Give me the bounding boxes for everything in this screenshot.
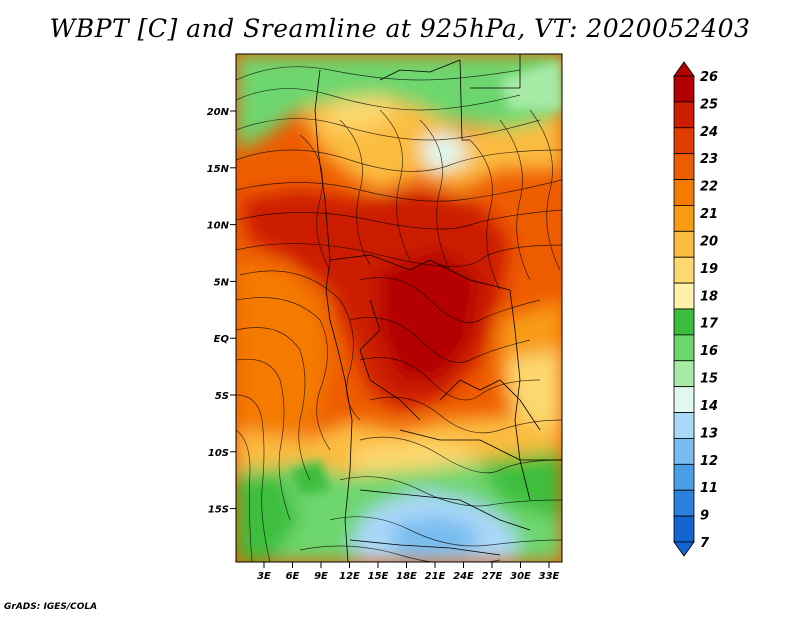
colorbar-segment — [673, 101, 695, 129]
colorbar-segment — [673, 205, 695, 232]
lat-tick-label: EQ — [214, 334, 230, 345]
colorbar-segment — [673, 75, 695, 103]
colorbar-segment — [673, 463, 695, 491]
colorbar-top-arrow — [673, 61, 695, 77]
lon-tick-label: 6E — [286, 571, 300, 582]
colorbar-label: 16 — [700, 344, 718, 359]
lon-tick-label: 9E — [314, 571, 328, 582]
colorbar-label: 7 — [700, 536, 710, 551]
colorbar-bottom-arrow — [673, 541, 695, 557]
longitude-axis: 3E 6E 9E 12E 15E 18E 21E 24E 27E 30E 33E — [257, 562, 560, 582]
colorbar-segment — [673, 308, 695, 336]
colorbar-segment — [673, 127, 695, 155]
lon-tick-label: 30E — [510, 571, 531, 582]
colorbar-segment — [673, 515, 695, 543]
colorbar-label: 14 — [700, 399, 718, 414]
map-frame — [235, 53, 563, 563]
colorbar-segment — [673, 230, 695, 258]
colorbar-label: 17 — [700, 317, 719, 332]
lon-tick-label: 27E — [482, 571, 503, 582]
lat-tick-label: 5N — [214, 277, 230, 288]
colorbar-segment — [673, 489, 695, 517]
wbpt-color-field — [236, 54, 562, 562]
colorbar-label: 22 — [700, 180, 718, 195]
colorbar-segment — [673, 438, 695, 465]
colorbar-label: 20 — [700, 234, 718, 249]
lon-tick-label: 21E — [425, 571, 446, 582]
lon-tick-label: 3E — [257, 571, 271, 582]
colorbar-label: 18 — [700, 289, 718, 304]
lon-tick-label: 12E — [339, 571, 360, 582]
footer-credit: GrADS: IGES/COLA — [4, 602, 98, 612]
colorbar-label: 24 — [700, 125, 718, 140]
colorbar-label: 12 — [700, 454, 718, 469]
colorbar-label: 13 — [700, 426, 718, 441]
lat-tick-label: 10S — [208, 448, 229, 459]
latitude-axis: 20N 15N 10N 5N EQ 5S 10S 15S — [207, 107, 236, 516]
colorbar-label: 26 — [700, 70, 718, 85]
lon-tick-label: 18E — [396, 571, 417, 582]
chart-title: WBPT [C] and Sreamline at 925hPa, VT: 20… — [49, 14, 751, 43]
colorbar-label: 15 — [700, 372, 718, 387]
colorbar-label: 23 — [700, 152, 718, 167]
colorbar-label: 11 — [700, 481, 718, 496]
colorbar-segment — [673, 386, 695, 413]
lat-tick-label: 10N — [207, 221, 230, 232]
colorbar-segment — [673, 360, 695, 388]
colorbar-segment — [673, 153, 695, 180]
colorbar-label: 21 — [700, 207, 718, 222]
lon-tick-label: 24E — [453, 571, 474, 582]
colorbar: 26 25 24 23 22 21 20 19 18 17 16 15 14 13 12 11 9 7 — [673, 61, 719, 557]
colorbar-label: 25 — [700, 97, 718, 112]
lat-tick-label: 15N — [207, 164, 230, 175]
colorbar-segment — [673, 412, 695, 439]
country-borders — [314, 54, 562, 562]
colorbar-segment — [673, 334, 695, 362]
colorbar-label: 19 — [700, 262, 718, 277]
colorbar-label: 9 — [700, 509, 709, 524]
lon-tick-label: 33E — [539, 571, 560, 582]
colorbar-segment — [673, 179, 695, 206]
lat-tick-label: 20N — [207, 107, 230, 118]
lat-tick-label: 15S — [208, 505, 229, 516]
colorbar-segment — [673, 282, 695, 310]
lon-tick-label: 15E — [368, 571, 389, 582]
colorbar-segment — [673, 256, 695, 284]
lat-tick-label: 5S — [215, 391, 229, 402]
